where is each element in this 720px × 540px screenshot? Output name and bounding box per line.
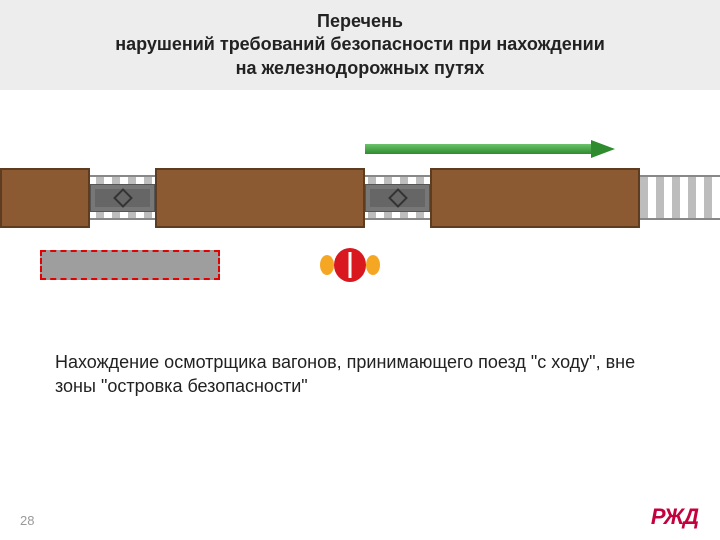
arrow-head-icon [591,140,615,158]
title-line-2: нарушений требований безопасности при на… [115,34,605,54]
page-number: 28 [20,513,34,528]
title-line-3: на железнодорожных путях [236,58,485,78]
inspector-figure [320,248,380,282]
wagon-coupler [365,184,430,212]
inspector-stripe [349,252,352,278]
safety-island [40,250,220,280]
caption-text: Нахождение осмотрщика вагонов, принимающ… [55,350,665,399]
title-band: Перечень нарушений требований безопаснос… [0,0,720,90]
motion-arrow [365,140,615,158]
title-line-1: Перечень [317,11,403,31]
wagon [0,168,90,228]
wagon [155,168,365,228]
inspector-arm-left [320,255,334,275]
inspector-body [334,248,366,282]
wagon-coupler [90,184,155,212]
slide-title: Перечень нарушений требований безопаснос… [115,10,605,80]
train-diagram [0,150,720,290]
wagon [430,168,640,228]
rzd-logo: РЖД [651,504,698,530]
inspector-arm-right [366,255,380,275]
arrow-shaft [365,144,591,154]
